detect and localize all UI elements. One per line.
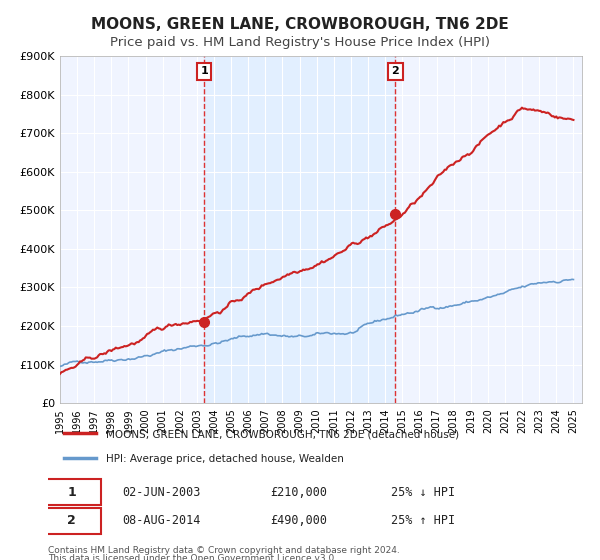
Text: This data is licensed under the Open Government Licence v3.0.: This data is licensed under the Open Gov… [48, 554, 337, 560]
FancyBboxPatch shape [43, 508, 101, 534]
Text: 2: 2 [67, 515, 76, 528]
Text: Contains HM Land Registry data © Crown copyright and database right 2024.: Contains HM Land Registry data © Crown c… [48, 546, 400, 555]
FancyBboxPatch shape [43, 479, 101, 505]
Text: £490,000: £490,000 [270, 515, 327, 528]
Text: 25% ↓ HPI: 25% ↓ HPI [391, 486, 455, 498]
Text: MOONS, GREEN LANE, CROWBOROUGH, TN6 2DE (detached house): MOONS, GREEN LANE, CROWBOROUGH, TN6 2DE … [106, 430, 459, 440]
Bar [204, 56, 395, 403]
Text: MOONS, GREEN LANE, CROWBOROUGH, TN6 2DE: MOONS, GREEN LANE, CROWBOROUGH, TN6 2DE [91, 17, 509, 32]
Text: 1: 1 [200, 67, 208, 76]
Text: 08-AUG-2014: 08-AUG-2014 [122, 515, 200, 528]
Text: £210,000: £210,000 [270, 486, 327, 498]
Text: 25% ↑ HPI: 25% ↑ HPI [391, 515, 455, 528]
Text: Price paid vs. HM Land Registry's House Price Index (HPI): Price paid vs. HM Land Registry's House … [110, 36, 490, 49]
Text: 2: 2 [392, 67, 400, 76]
Text: 1: 1 [67, 486, 76, 498]
Text: HPI: Average price, detached house, Wealden: HPI: Average price, detached house, Weal… [106, 454, 344, 464]
Text: 02-JUN-2003: 02-JUN-2003 [122, 486, 200, 498]
